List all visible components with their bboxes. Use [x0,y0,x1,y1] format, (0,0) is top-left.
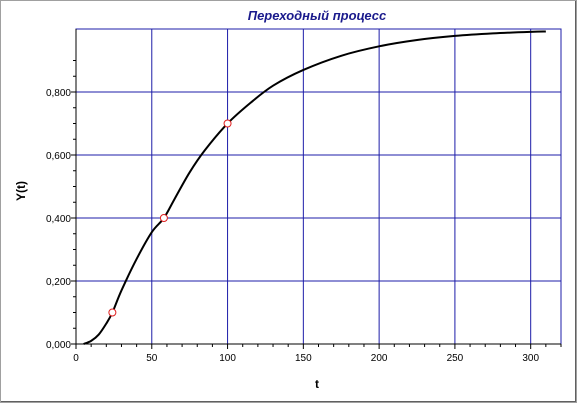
x-tick-label: 200 [371,353,388,364]
x-tick-labels: 0 50 100 150 200 250 300 [73,353,539,364]
y-tick-label: 0,600 [46,151,71,162]
x-tick-label: 250 [447,353,464,364]
x-tick-label: 100 [219,353,236,364]
y-tick-labels: 0,000 0,200 0,400 0,600 0,800 [46,88,71,351]
y-tick-label: 0,000 [46,340,71,351]
y-tick-label: 0,200 [46,277,71,288]
axes [71,29,562,349]
chart-title: Переходный процесс [248,8,387,23]
y-axis-label: Y(t) [14,181,28,201]
plot-area [76,29,561,344]
y-tick-label: 0,800 [46,88,71,99]
data-point-marker-1 [108,308,117,317]
x-axis-label: t [315,377,319,391]
x-tick-label: 50 [146,353,158,364]
y-tick-label: 0,400 [46,214,71,225]
series-line [83,30,546,345]
data-point-marker-2 [159,214,168,222]
x-tick-label: 150 [295,353,312,364]
data-markers [108,119,232,317]
x-tick-label: 0 [73,353,79,364]
data-point-marker-3 [223,119,232,128]
x-tick-label: 300 [522,353,539,364]
